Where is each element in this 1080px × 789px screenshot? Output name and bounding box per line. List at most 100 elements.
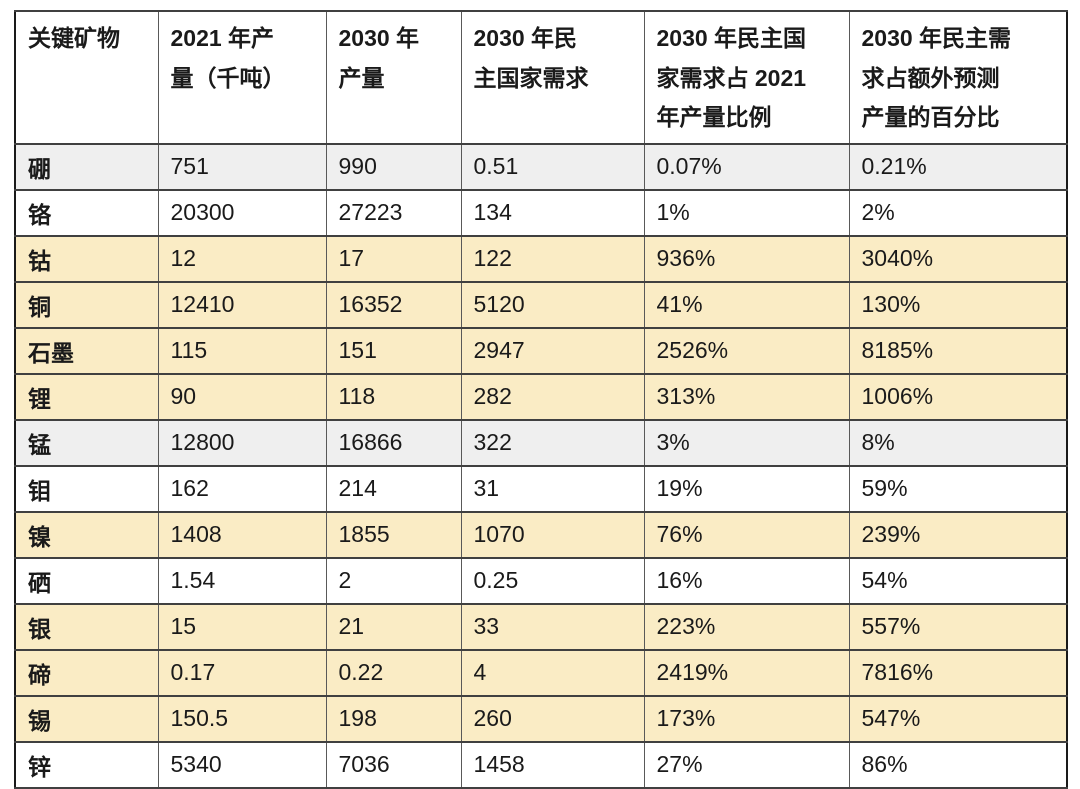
table-cell: 150.5 — [157, 694, 327, 743]
table-cell: 151 — [325, 326, 462, 375]
column-header-demand-vs-2021: 2030 年民主国 家需求占 2021 年产量比例 — [643, 10, 850, 145]
table-cell: 2526% — [643, 326, 850, 375]
table-cell: 0.22 — [325, 648, 462, 697]
table-cell: 1% — [643, 188, 850, 237]
table-cell: 1855 — [325, 510, 462, 559]
table-cell: 1408 — [157, 510, 327, 559]
critical-minerals-table-container: 关键矿物 2021 年产 量（千吨） 2030 年 产量 2030 年民 主国家… — [14, 10, 1068, 789]
mineral-name-cell: 石墨 — [14, 326, 159, 375]
table-cell: 239% — [848, 510, 1068, 559]
table-cell: 0.17 — [157, 648, 327, 697]
table-cell: 115 — [157, 326, 327, 375]
table-cell: 8% — [848, 418, 1068, 467]
mineral-name-cell: 碲 — [14, 648, 159, 697]
table-row: 硒 1.54 2 0.25 16% 54% — [14, 556, 1068, 605]
mineral-name-cell: 锰 — [14, 418, 159, 467]
table-cell: 134 — [460, 188, 645, 237]
table-header: 关键矿物 2021 年产 量（千吨） 2030 年 产量 2030 年民 主国家… — [14, 10, 1068, 145]
table-row: 钼 162 214 31 19% 59% — [14, 464, 1068, 513]
mineral-name-cell: 锌 — [14, 740, 159, 789]
table-cell: 76% — [643, 510, 850, 559]
table-cell: 122 — [460, 234, 645, 283]
table-cell: 20300 — [157, 188, 327, 237]
table-row: 锰 12800 16866 322 3% 8% — [14, 418, 1068, 467]
table-cell: 2419% — [643, 648, 850, 697]
mineral-name-cell: 铬 — [14, 188, 159, 237]
table-cell: 1070 — [460, 510, 645, 559]
table-row: 银 15 21 33 223% 557% — [14, 602, 1068, 651]
table-cell: 3040% — [848, 234, 1068, 283]
table-cell: 27223 — [325, 188, 462, 237]
table-row: 镍 1408 1855 1070 76% 239% — [14, 510, 1068, 559]
table-cell: 1006% — [848, 372, 1068, 421]
table-cell: 27% — [643, 740, 850, 789]
column-header-2030-demand: 2030 年民 主国家需求 — [460, 10, 645, 145]
table-cell: 12800 — [157, 418, 327, 467]
table-cell: 16% — [643, 556, 850, 605]
table-cell: 313% — [643, 372, 850, 421]
table-cell: 3% — [643, 418, 850, 467]
table-cell: 0.51 — [460, 142, 645, 191]
table-cell: 86% — [848, 740, 1068, 789]
table-cell: 936% — [643, 234, 850, 283]
table-row: 锂 90 118 282 313% 1006% — [14, 372, 1068, 421]
table-row: 铜 12410 16352 5120 41% 130% — [14, 280, 1068, 329]
table-cell: 990 — [325, 142, 462, 191]
table-cell: 19% — [643, 464, 850, 513]
table-cell: 54% — [848, 556, 1068, 605]
mineral-name-cell: 硒 — [14, 556, 159, 605]
table-cell: 198 — [325, 694, 462, 743]
table-cell: 0.25 — [460, 556, 645, 605]
column-header-demand-vs-extra: 2030 年民主需 求占额外预测 产量的百分比 — [848, 10, 1068, 145]
table-cell: 5120 — [460, 280, 645, 329]
table-cell: 0.21% — [848, 142, 1068, 191]
table-row: 碲 0.17 0.22 4 2419% 7816% — [14, 648, 1068, 697]
table-cell: 33 — [460, 602, 645, 651]
table-body: 硼 751 990 0.51 0.07% 0.21% 铬 20300 27223 134 1% 2% 钴… — [14, 142, 1068, 789]
mineral-name-cell: 锂 — [14, 372, 159, 421]
column-header-2030-production: 2030 年 产量 — [325, 10, 462, 145]
critical-minerals-table: 关键矿物 2021 年产 量（千吨） 2030 年 产量 2030 年民 主国家… — [14, 10, 1068, 789]
table-cell: 4 — [460, 648, 645, 697]
table-cell: 7036 — [325, 740, 462, 789]
table-cell: 2% — [848, 188, 1068, 237]
table-cell: 282 — [460, 372, 645, 421]
table-row: 锡 150.5 198 260 173% 547% — [14, 694, 1068, 743]
table-cell: 0.07% — [643, 142, 850, 191]
table-cell: 16352 — [325, 280, 462, 329]
table-cell: 214 — [325, 464, 462, 513]
table-cell: 12 — [157, 234, 327, 283]
table-cell: 547% — [848, 694, 1068, 743]
table-cell: 17 — [325, 234, 462, 283]
column-header-mineral: 关键矿物 — [14, 10, 159, 145]
table-cell: 8185% — [848, 326, 1068, 375]
mineral-name-cell: 硼 — [14, 142, 159, 191]
mineral-name-cell: 镍 — [14, 510, 159, 559]
mineral-name-cell: 钼 — [14, 464, 159, 513]
table-cell: 1458 — [460, 740, 645, 789]
table-cell: 162 — [157, 464, 327, 513]
table-cell: 2 — [325, 556, 462, 605]
table-row: 锌 5340 7036 1458 27% 86% — [14, 740, 1068, 789]
table-cell: 260 — [460, 694, 645, 743]
mineral-name-cell: 铜 — [14, 280, 159, 329]
table-row: 铬 20300 27223 134 1% 2% — [14, 188, 1068, 237]
table-cell: 16866 — [325, 418, 462, 467]
mineral-name-cell: 锡 — [14, 694, 159, 743]
table-row: 硼 751 990 0.51 0.07% 0.21% — [14, 142, 1068, 191]
table-cell: 751 — [157, 142, 327, 191]
table-cell: 12410 — [157, 280, 327, 329]
table-cell: 59% — [848, 464, 1068, 513]
table-cell: 2947 — [460, 326, 645, 375]
table-cell: 21 — [325, 602, 462, 651]
table-cell: 118 — [325, 372, 462, 421]
table-cell: 1.54 — [157, 556, 327, 605]
table-cell: 557% — [848, 602, 1068, 651]
table-row: 石墨 115 151 2947 2526% 8185% — [14, 326, 1068, 375]
table-cell: 223% — [643, 602, 850, 651]
mineral-name-cell: 钴 — [14, 234, 159, 283]
table-row: 钴 12 17 122 936% 3040% — [14, 234, 1068, 283]
header-row: 关键矿物 2021 年产 量（千吨） 2030 年 产量 2030 年民 主国家… — [14, 10, 1068, 145]
table-cell: 7816% — [848, 648, 1068, 697]
table-cell: 90 — [157, 372, 327, 421]
